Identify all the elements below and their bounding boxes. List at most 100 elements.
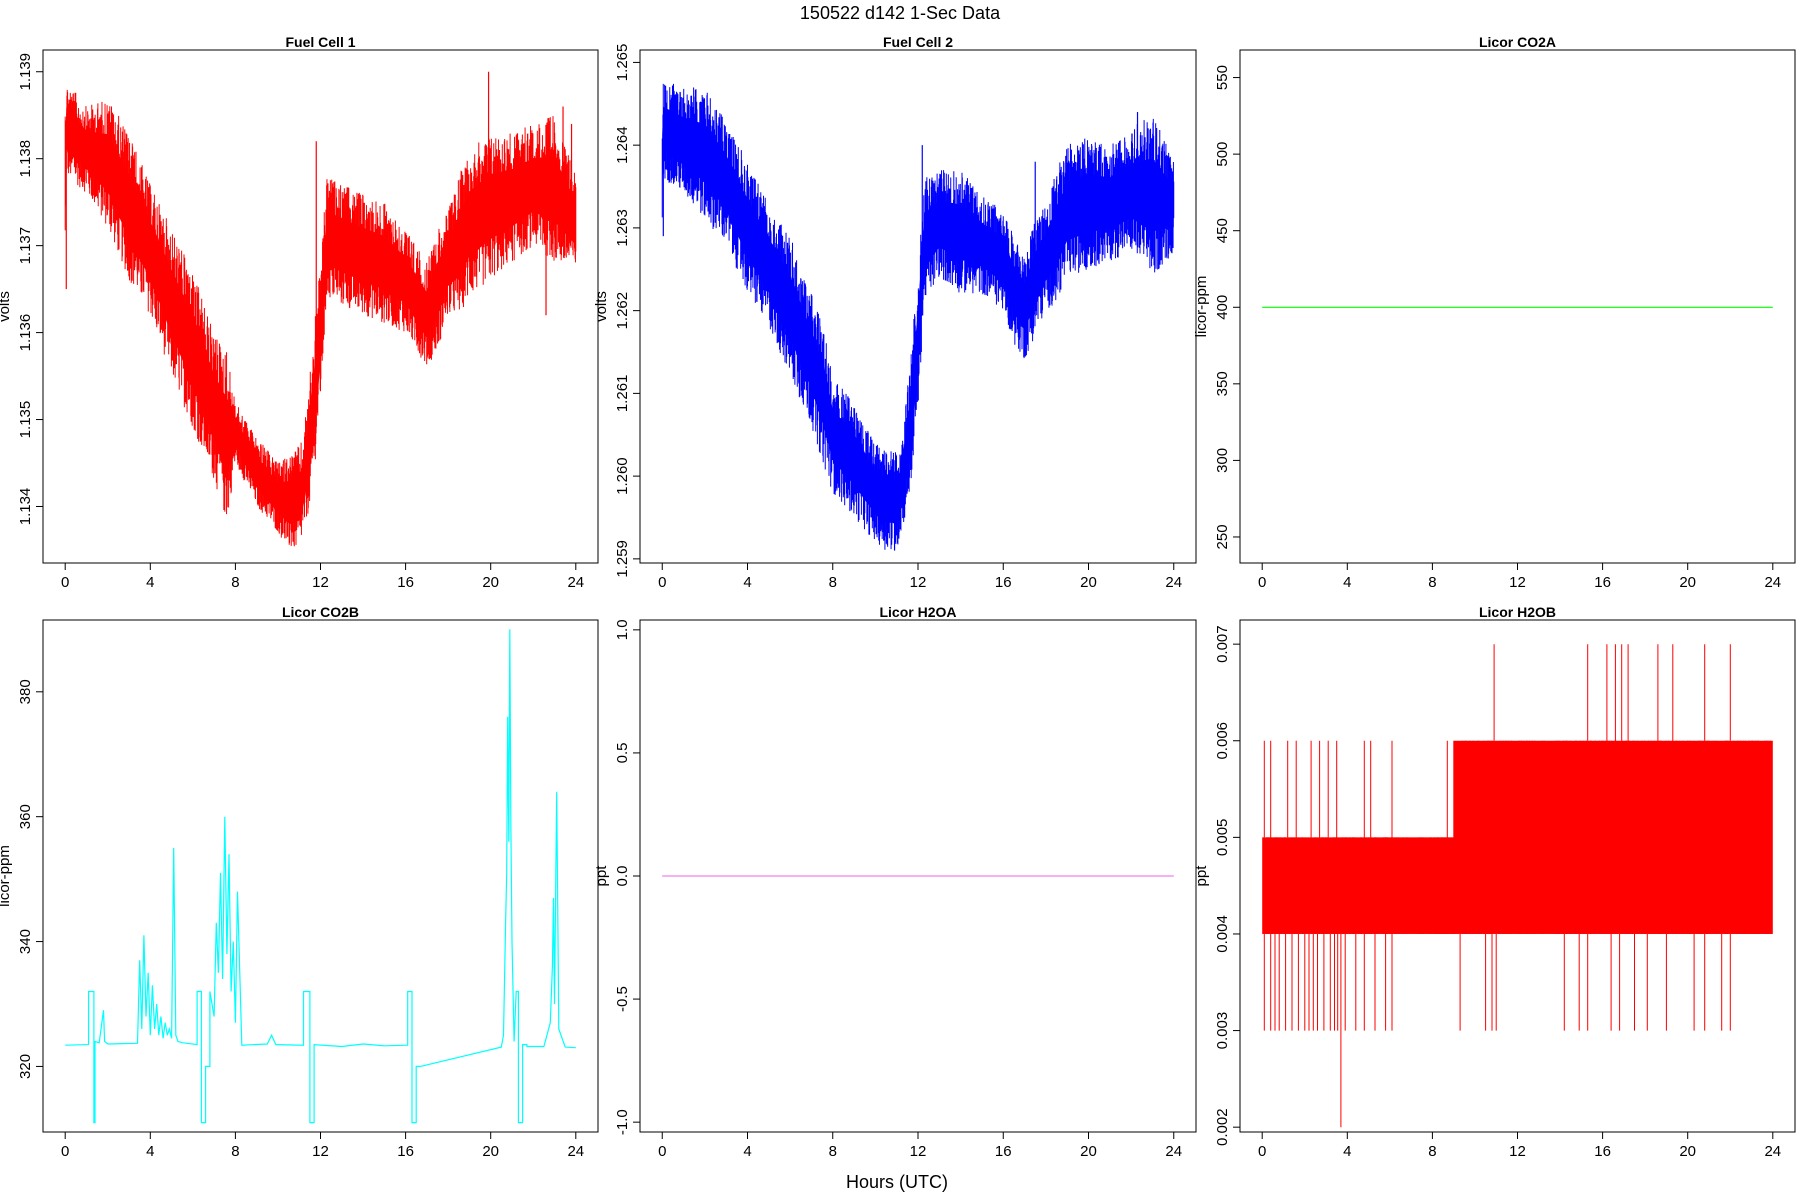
y-tick-label: 360 (17, 804, 34, 829)
x-tick-label: 16 (397, 574, 414, 591)
x-tick-label: 8 (1428, 574, 1436, 591)
figure-xlabel: Hours (UTC) (846, 1172, 948, 1192)
figure-title: 150522 d142 1-Sec Data (800, 3, 1001, 23)
panel-3: Licor CO2B licor-ppm 0 4 8 12 16 20 24 320 340 360 3… (0, 604, 599, 1160)
x-tick-label: 0 (61, 1143, 69, 1160)
y-tick-label: 1.139 (17, 53, 34, 91)
x-tick-label: 24 (567, 1143, 584, 1160)
y-tick-label: 340 (17, 929, 34, 954)
x-tick-label: 24 (1165, 1143, 1182, 1160)
y-tick-label: 0.002 (1214, 1108, 1231, 1146)
x-tick-label: 8 (829, 574, 837, 591)
x-tick-label: 12 (910, 1143, 927, 1160)
x-tick-label: 16 (995, 574, 1012, 591)
x-tick-label: 8 (1428, 1143, 1436, 1160)
x-tick-label: 16 (1594, 574, 1611, 591)
x-tick-label: 4 (1343, 574, 1351, 591)
y-tick-label: 1.138 (17, 140, 34, 178)
y-tick-label: 1.259 (614, 540, 631, 578)
y-tick-label: 0.004 (1214, 915, 1231, 953)
panel-title: Licor H2OA (879, 604, 956, 620)
panel-4: Licor H2OA ppt 0 4 8 12 16 20 24 -1.0 -0.5 0.0 0.5 1.… (593, 604, 1197, 1160)
x-tick-label: 16 (1594, 1143, 1611, 1160)
y-tick-label: 380 (17, 679, 34, 704)
y-axis-label: ppt (593, 865, 610, 887)
y-axis-label: volts (593, 291, 610, 322)
panel-title: Fuel Cell 2 (883, 34, 953, 50)
y-tick-label: 400 (1214, 295, 1231, 320)
x-tick-label: 4 (146, 574, 154, 591)
series-group (1262, 644, 1773, 1128)
x-tick-label: 24 (567, 574, 584, 591)
y-tick-label: -1.0 (614, 1109, 631, 1135)
y-tick-label: 500 (1214, 142, 1231, 167)
x-tick-label: 24 (1764, 574, 1781, 591)
y-tick-label: 1.264 (614, 126, 631, 164)
x-tick-label: 0 (658, 1143, 666, 1160)
series-core (65, 107, 576, 524)
x-tick-label: 4 (146, 1143, 154, 1160)
x-tick-label: 4 (743, 1143, 751, 1160)
x-tick-label: 24 (1764, 1143, 1781, 1160)
x-tick-label: 8 (231, 1143, 239, 1160)
panel-title: Fuel Cell 1 (285, 34, 355, 50)
panel-1: Fuel Cell 2 volts 0 4 8 12 16 20 24 1.259 1.260 1.2… (593, 34, 1197, 591)
panel-5: Licor H2OB ppt 0 4 8 12 16 20 24 0.002 0.003 0.004 0… (1193, 604, 1796, 1160)
y-tick-label: -0.5 (614, 986, 631, 1012)
y-axis-label: licor-ppm (1193, 276, 1210, 338)
panel-title: Licor H2OB (1479, 604, 1556, 620)
x-tick-label: 20 (482, 1143, 499, 1160)
x-tick-label: 4 (743, 574, 751, 591)
plot-frame (1239, 49, 1796, 564)
y-tick-label: 1.137 (17, 227, 34, 265)
y-tick-label: 350 (1214, 371, 1231, 396)
series-group (661, 83, 1175, 551)
y-axis-label: ppt (1193, 865, 1210, 887)
panel-title: Licor CO2A (1479, 34, 1556, 50)
y-tick-label: 0.003 (1214, 1012, 1231, 1050)
x-tick-label: 12 (312, 1143, 329, 1160)
y-tick-label: 1.260 (614, 457, 631, 495)
x-tick-label: 20 (1080, 1143, 1097, 1160)
series-group (64, 71, 577, 547)
series-spikes (1263, 644, 1771, 1128)
panel-2: Licor CO2A licor-ppm 0 4 8 12 16 20 24 250 300 350 4… (1193, 34, 1796, 591)
x-tick-label: 12 (1509, 1143, 1526, 1160)
x-tick-label: 0 (1258, 1143, 1266, 1160)
y-axis-label: volts (0, 291, 13, 322)
y-tick-label: 1.261 (614, 375, 631, 413)
y-tick-label: 550 (1214, 65, 1231, 90)
x-tick-label: 12 (312, 574, 329, 591)
x-tick-label: 0 (61, 574, 69, 591)
x-tick-label: 16 (995, 1143, 1012, 1160)
y-tick-label: 1.265 (614, 44, 631, 82)
x-tick-label: 0 (658, 574, 666, 591)
y-tick-label: 0.007 (1214, 625, 1231, 663)
x-tick-label: 0 (1258, 574, 1266, 591)
y-tick-label: 1.134 (17, 488, 34, 526)
series-group (65, 629, 576, 1124)
panel-0: Fuel Cell 1 volts 0 4 8 12 16 20 24 1.134 1.135 1.1… (0, 34, 599, 591)
x-tick-label: 20 (1080, 574, 1097, 591)
panel-title: Licor CO2B (282, 604, 359, 620)
x-tick-label: 20 (1679, 574, 1696, 591)
y-tick-label: 1.135 (17, 401, 34, 439)
y-tick-label: 300 (1214, 448, 1231, 473)
y-tick-label: 0.0 (614, 866, 631, 887)
x-tick-label: 8 (231, 574, 239, 591)
y-tick-label: 1.0 (614, 619, 631, 640)
y-tick-label: 450 (1214, 218, 1231, 243)
y-tick-label: 1.263 (614, 209, 631, 247)
x-tick-label: 20 (1679, 1143, 1696, 1160)
y-axis-label: licor-ppm (0, 845, 13, 907)
series-band (1262, 837, 1454, 934)
y-tick-label: 250 (1214, 524, 1231, 549)
x-tick-label: 8 (829, 1143, 837, 1160)
x-tick-label: 24 (1165, 574, 1182, 591)
series-core (662, 106, 1174, 523)
y-tick-label: 0.005 (1214, 819, 1231, 857)
x-tick-label: 20 (482, 574, 499, 591)
x-tick-label: 12 (1509, 574, 1526, 591)
